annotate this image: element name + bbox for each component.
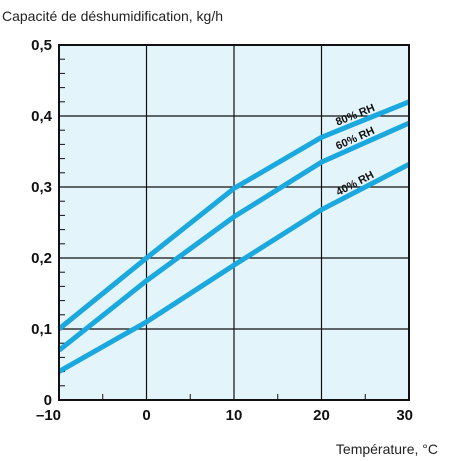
series-line-3 bbox=[57, 162, 411, 374]
x-tick-label: –10 bbox=[36, 407, 61, 424]
minor-ticks bbox=[58, 44, 410, 401]
y-axis-title: Capacité de déshumidification, kg/h bbox=[2, 8, 223, 24]
y-tick-label: 0,1 bbox=[31, 321, 52, 338]
x-axis-title: Température, °C bbox=[336, 441, 438, 457]
series-line-1 bbox=[57, 99, 410, 331]
y-tick-label: 0,3 bbox=[31, 179, 52, 196]
y-tick-label: 0,5 bbox=[31, 37, 52, 54]
x-tick-labels: –10 0 10 20 30 bbox=[36, 407, 413, 424]
x-tick-label: 10 bbox=[226, 407, 243, 424]
plot-frame bbox=[58, 44, 410, 401]
series-layer bbox=[57, 99, 411, 374]
x-tick-label: 0 bbox=[142, 407, 150, 424]
y-tick-labels: 0 0,1 0,2 0,3 0,4 0,5 bbox=[31, 37, 53, 409]
series-line-2 bbox=[57, 120, 411, 353]
x-tick-label: 30 bbox=[396, 407, 413, 424]
y-tick-label: 0 bbox=[44, 392, 52, 409]
y-tick-label: 0,4 bbox=[31, 108, 53, 125]
x-tick-label: 20 bbox=[313, 407, 330, 424]
y-tick-label: 0,2 bbox=[31, 250, 52, 267]
